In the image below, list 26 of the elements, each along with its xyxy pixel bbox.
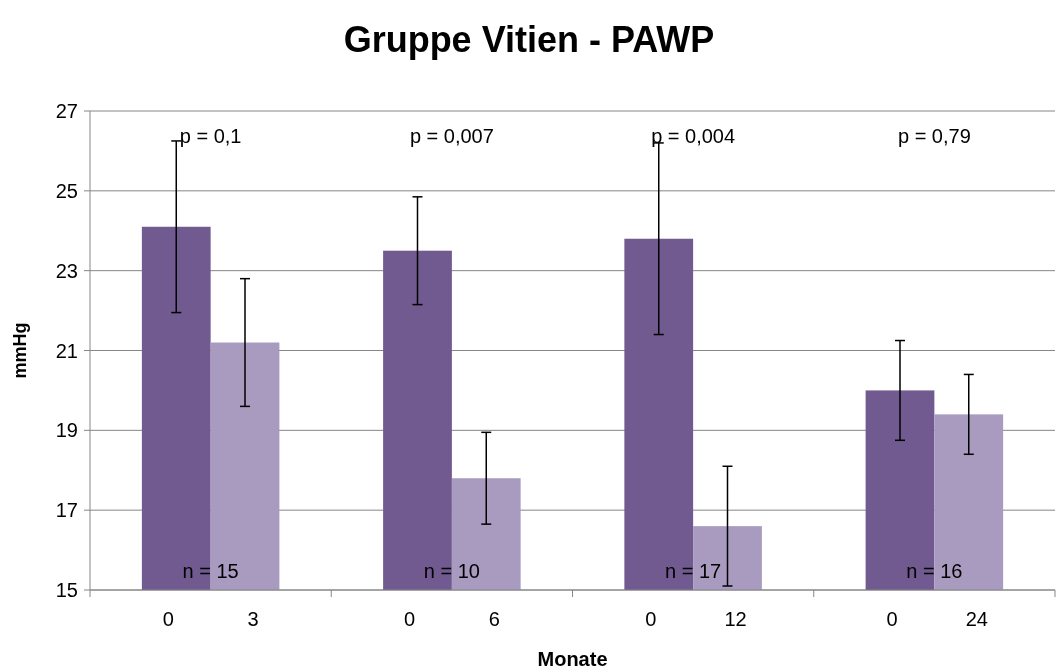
annotation: n = 10 [423, 560, 480, 582]
x-axis-title: Monate [537, 648, 608, 669]
x-tick-label: 3 [247, 608, 259, 630]
y-tick-label: 17 [55, 499, 78, 522]
y-axis-title: mmHg [10, 322, 30, 379]
x-tick-label: 0 [645, 608, 657, 630]
annotation: p = 0,1 [179, 125, 242, 147]
x-tick-label: 6 [488, 608, 500, 630]
x-tick-label: 24 [965, 608, 988, 630]
y-tick-label: 15 [55, 579, 78, 601]
annotation: p = 0,007 [409, 125, 494, 147]
y-tick-label: 25 [55, 179, 78, 202]
annotation: n = 17 [665, 560, 722, 582]
annotation: n = 15 [182, 560, 239, 582]
x-tick-label: 0 [886, 608, 898, 630]
y-tick-label: 27 [55, 100, 78, 122]
annotation: p = 0,004 [651, 125, 736, 147]
x-tick-label: 0 [162, 608, 174, 630]
annotation: p = 0,79 [897, 125, 971, 147]
y-tick-label: 23 [55, 259, 78, 282]
x-tick-label: 0 [403, 608, 416, 630]
annotation: n = 16 [906, 560, 963, 582]
x-tick-label: 12 [724, 608, 747, 630]
y-tick-label: 21 [55, 339, 78, 362]
y-tick-label: 19 [55, 419, 78, 442]
chart-title: Gruppe Vitien - PAWP [343, 19, 715, 60]
